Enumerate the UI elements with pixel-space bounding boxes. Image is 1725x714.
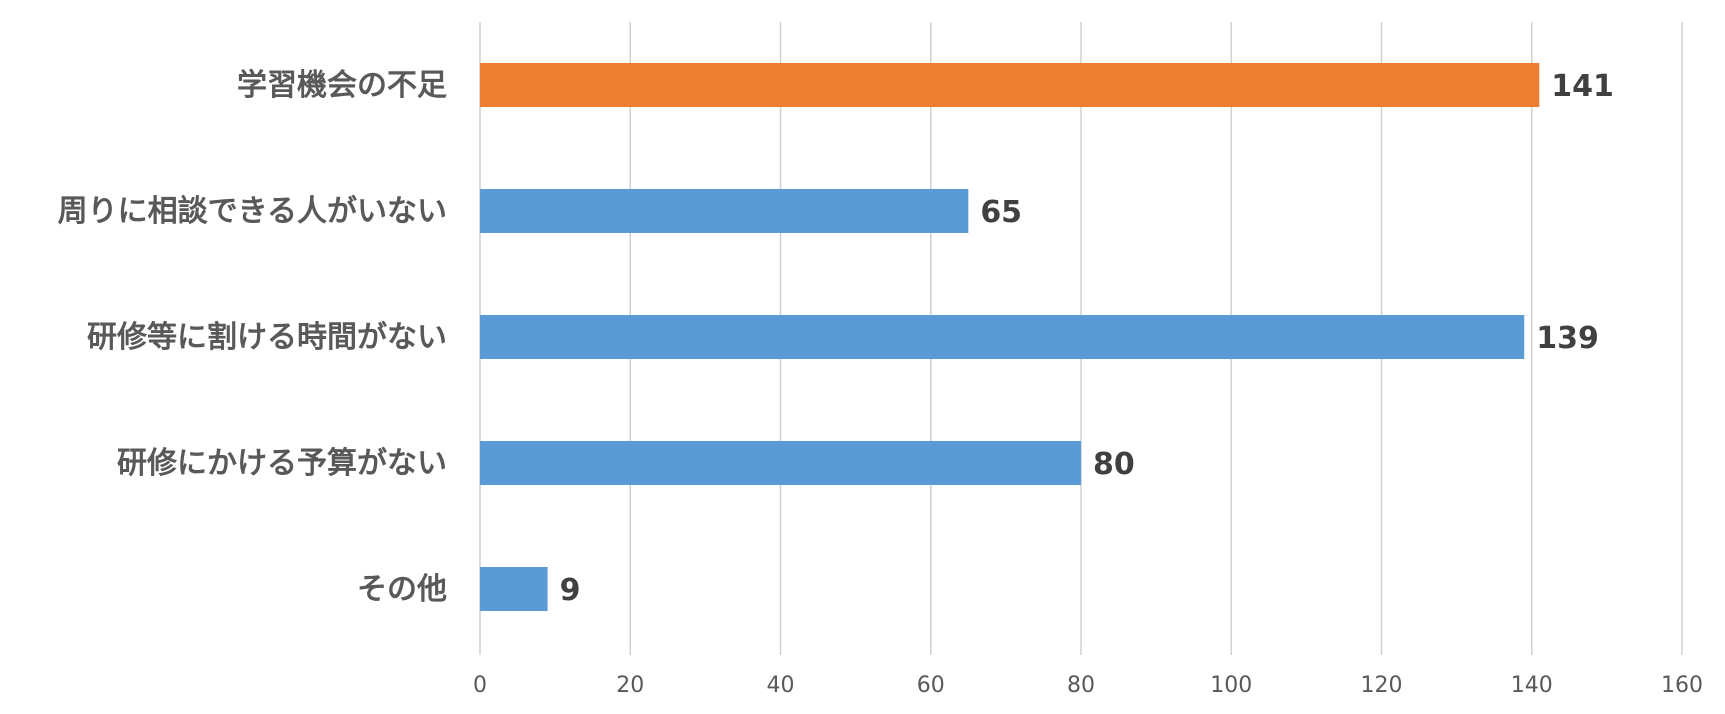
bar: [480, 567, 548, 611]
bar: [480, 315, 1525, 359]
data-label: 139: [1536, 321, 1599, 356]
x-tick-label: 40: [767, 673, 795, 698]
category-label: 周りに相談できる人がいない: [58, 194, 447, 229]
x-tick-label: 20: [616, 673, 644, 698]
bar: [480, 441, 1081, 485]
category-label: 研修にかける予算がない: [117, 446, 447, 481]
bar: [480, 189, 969, 233]
data-label: 65: [980, 195, 1022, 230]
category-label: 研修等に割ける時間がない: [87, 320, 447, 355]
x-tick-label: 100: [1210, 673, 1252, 698]
data-label: 141: [1551, 69, 1614, 104]
x-tick-label: 140: [1511, 673, 1553, 698]
x-tick-label: 0: [473, 673, 487, 698]
category-label: その他: [357, 572, 447, 607]
data-label: 80: [1093, 447, 1135, 482]
bar: [480, 63, 1540, 107]
x-tick-label: 160: [1661, 673, 1703, 698]
x-tick-label: 80: [1067, 673, 1095, 698]
x-tick-label: 120: [1361, 673, 1403, 698]
x-tick-label: 60: [917, 673, 945, 698]
category-label: 学習機会の不足: [237, 68, 447, 103]
data-label: 9: [560, 573, 581, 608]
